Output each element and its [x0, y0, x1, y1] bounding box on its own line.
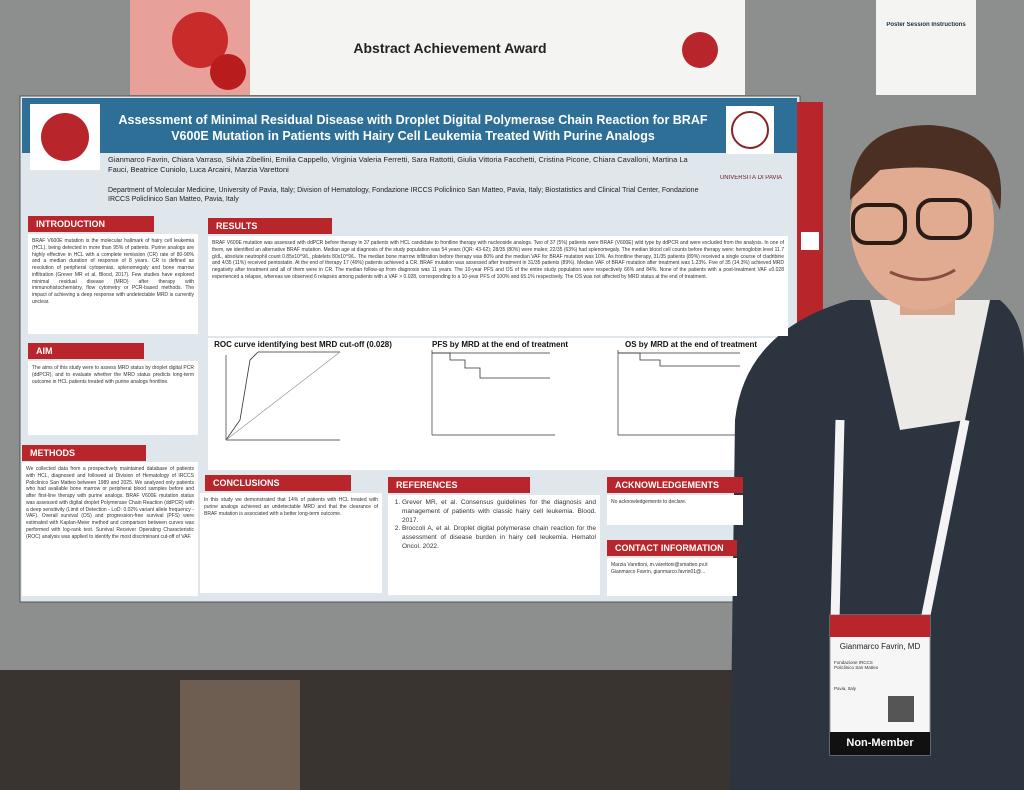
charts-panel [208, 338, 788, 470]
smile [889, 268, 956, 282]
section-body: BRAF V600E mutation is the molecular hal… [28, 234, 198, 334]
lanyard [830, 419, 970, 621]
poster-title: Assessment of Minimal Residual Disease w… [118, 113, 708, 143]
section-heading: INTRODUCTION [28, 216, 154, 232]
reference-line [225, 351, 341, 441]
section-heading: RESULTS [208, 218, 332, 234]
survival-curve [432, 352, 550, 379]
section-body: BRAF V600E mutation was assessed with dd… [208, 236, 788, 336]
section-body: Grever MR, et al. Consensus guidelines f… [388, 495, 600, 595]
section-body: The aims of this study were to assess MR… [28, 361, 198, 435]
reference: Grever MR, et al. Consensus guidelines f… [402, 499, 596, 525]
badge-name: Gianmarco Favrin, MD [839, 642, 921, 651]
chart-title: PFS by MRD at the end of treatment [431, 340, 568, 349]
decoration [210, 54, 246, 90]
reference: Broccoli A, et al. Droplet digital polym… [402, 525, 596, 551]
section-heading: CONTACT INFORMATION [607, 540, 737, 556]
society-logo-mark [41, 113, 89, 161]
society-logo [682, 32, 718, 68]
shirt [870, 300, 990, 430]
badge [829, 614, 931, 756]
background-people [180, 680, 300, 790]
poster-authors: Gianmarco Favrin, Chiara Varraso, Silvia… [108, 155, 688, 174]
section-body: Marzia Varettoni, m.varettoni@smatteo.pv… [607, 558, 737, 596]
jacket [730, 300, 1024, 790]
badge-location: Pavia, Italy [834, 686, 857, 691]
chart-title: OS by MRD at the end of treatment [624, 340, 757, 349]
poster-affiliations: Department of Molecular Medicine, Univer… [108, 187, 699, 204]
face [850, 134, 994, 310]
badge-qr [888, 696, 914, 722]
section-heading: REFERENCES [388, 477, 530, 493]
roc-curve [225, 351, 340, 441]
instructions-card [876, 0, 976, 95]
instructions-title: Poster Session Instructions [886, 22, 966, 28]
section-heading: AIM [28, 343, 144, 359]
glasses [851, 203, 907, 245]
badge-header [830, 615, 930, 637]
university-seal [726, 106, 774, 154]
section-heading: ACKNOWLEDGEMENTS [607, 477, 743, 493]
reference-list: Grever MR, et al. Consensus guidelines f… [392, 499, 596, 552]
survival-curve [618, 352, 740, 367]
section-body: In this study we demonstrated that 14% o… [200, 493, 382, 593]
section-heading: METHODS [22, 445, 146, 461]
badge-affiliation: Fondazione IRCCS Policlinico San Matteo [834, 660, 879, 670]
qr-code [801, 232, 819, 250]
badge-member-type: Non-Member [846, 737, 914, 749]
contact-line: Gianmarco Favrin, gianmarco.favrin01@... [611, 568, 706, 575]
badge-footer [830, 732, 930, 755]
university-logo: UNIVERSITÀ DI PAVIA [719, 175, 783, 181]
poster-header [22, 98, 797, 153]
section-body: No acknowledgements to declare. [607, 495, 743, 525]
decoration [172, 12, 228, 68]
chart-title: ROC curve identifying best MRD cut-off (… [214, 340, 392, 349]
section-heading: CONCLUSIONS [205, 475, 351, 491]
award-banner-text: Abstract Achievement Award [353, 40, 547, 56]
university-seal-mark [731, 111, 769, 149]
hair [850, 125, 1002, 210]
contact-line: Marzia Varettoni, m.varettoni@smatteo.pv… [611, 562, 708, 568]
section-body: We collected data from a prospectively m… [22, 462, 198, 596]
glasses [916, 198, 972, 240]
